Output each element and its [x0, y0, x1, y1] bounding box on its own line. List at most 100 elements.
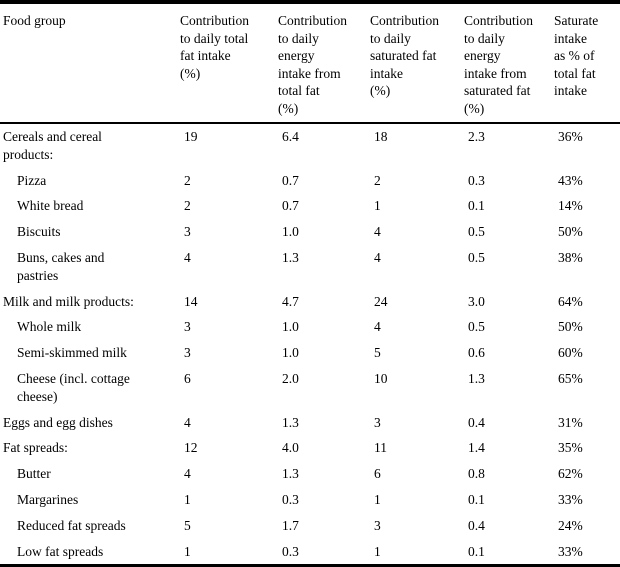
cell-saturate-share: 65% — [558, 370, 583, 386]
cell-saturate-share: 60% — [558, 345, 583, 361]
cell-energy-saturated-fat: 0.1 — [468, 543, 485, 559]
cell-food-group: Fat spreads: — [3, 440, 68, 456]
cell-energy-saturated-fat: 0.5 — [468, 224, 485, 240]
cell-energy-total-fat: 1.3 — [282, 466, 299, 482]
cell-saturated-fat: 10 — [374, 370, 388, 386]
table-row-buns-cakes-pastries: Buns, cakes and pastries 4 1.3 4 0.5 38% — [0, 245, 620, 289]
cell-energy-total-fat: 1.3 — [282, 414, 299, 430]
cell-total-fat: 14 — [184, 293, 198, 309]
table-row-margarines: Margarines 1 0.3 1 0.1 33% — [0, 487, 620, 513]
cell-food-group: Cheese (incl. cottage cheese) — [17, 370, 130, 404]
cell-energy-total-fat: 1.3 — [282, 249, 299, 265]
cell-saturate-share: 50% — [558, 224, 583, 240]
cell-saturated-fat: 5 — [374, 345, 381, 361]
column-header-energy-from-total-fat: Contribution to daily energy intake from… — [278, 2, 370, 124]
table-row-low-fat-spreads: Low fat spreads 1 0.3 1 0.1 33% — [0, 539, 620, 567]
cell-saturate-share: 33% — [558, 543, 583, 559]
cell-saturate-share: 31% — [558, 414, 583, 430]
cell-energy-total-fat: 0.7 — [282, 172, 299, 188]
cell-energy-saturated-fat: 0.1 — [468, 491, 485, 507]
cell-energy-total-fat: 4.7 — [282, 293, 299, 309]
header-row: Food group Contribution to daily total f… — [0, 2, 620, 124]
cell-energy-total-fat: 1.0 — [282, 224, 299, 240]
cell-saturated-fat: 3 — [374, 517, 381, 533]
cell-saturated-fat: 1 — [374, 543, 381, 559]
cell-saturated-fat: 1 — [374, 198, 381, 214]
column-header-saturate-share: Saturate intake as % of total fat intake — [554, 2, 620, 124]
table-row-biscuits: Biscuits 3 1.0 4 0.5 50% — [0, 219, 620, 245]
cell-energy-saturated-fat: 0.4 — [468, 414, 485, 430]
cell-saturate-share: 33% — [558, 491, 583, 507]
cell-saturated-fat: 6 — [374, 466, 381, 482]
cell-energy-total-fat: 0.3 — [282, 491, 299, 507]
cell-food-group: Low fat spreads — [17, 543, 104, 559]
column-header-saturated-fat-contribution: Contribution to daily saturated fat inta… — [370, 2, 464, 124]
cell-food-group: Biscuits — [17, 224, 61, 240]
cell-energy-saturated-fat: 2.3 — [468, 129, 485, 144]
cell-saturate-share: 35% — [558, 440, 583, 456]
cell-saturate-share: 14% — [558, 198, 583, 214]
column-header-energy-from-saturated-fat: Contribution to daily energy intake from… — [464, 2, 554, 124]
cell-total-fat: 12 — [184, 440, 198, 456]
cell-energy-saturated-fat: 0.5 — [468, 319, 485, 335]
cell-total-fat: 2 — [184, 172, 191, 188]
cell-food-group: Butter — [17, 466, 51, 482]
table-row-whole-milk: Whole milk 3 1.0 4 0.5 50% — [0, 314, 620, 340]
cell-food-group: Buns, cakes and pastries — [17, 249, 105, 283]
cell-food-group: Milk and milk products: — [3, 293, 134, 309]
cell-total-fat: 4 — [184, 249, 191, 265]
cell-total-fat: 2 — [184, 198, 191, 214]
cell-energy-total-fat: 4.0 — [282, 440, 299, 456]
cell-energy-total-fat: 0.7 — [282, 198, 299, 214]
cell-saturate-share: 64% — [558, 293, 583, 309]
cell-saturate-share: 43% — [558, 172, 583, 188]
cell-saturated-fat: 11 — [374, 440, 387, 456]
cell-food-group: Whole milk — [17, 319, 82, 335]
cell-saturated-fat: 4 — [374, 224, 381, 240]
cell-total-fat: 6 — [184, 370, 191, 386]
cell-energy-total-fat: 6.4 — [282, 129, 299, 144]
cell-total-fat: 3 — [184, 224, 191, 240]
table-row-white-bread: White bread 2 0.7 1 0.1 14% — [0, 193, 620, 219]
cell-total-fat: 1 — [184, 543, 191, 559]
table-row-eggs: Eggs and egg dishes 4 1.3 3 0.4 31% — [0, 410, 620, 436]
cell-food-group: Reduced fat spreads — [17, 517, 126, 533]
table-row-milk-products: Milk and milk products: 14 4.7 24 3.0 64… — [0, 289, 620, 315]
table-row-cereals: Cereals and cereal products: 19 6.4 18 2… — [0, 123, 620, 168]
cell-saturated-fat: 4 — [374, 249, 381, 265]
table-row-pizza: Pizza 2 0.7 2 0.3 43% — [0, 168, 620, 194]
cell-total-fat: 3 — [184, 345, 191, 361]
cell-total-fat: 3 — [184, 319, 191, 335]
table-row-butter: Butter 4 1.3 6 0.8 62% — [0, 461, 620, 487]
cell-total-fat: 5 — [184, 517, 191, 533]
table-row-cheese: Cheese (incl. cottage cheese) 6 2.0 10 1… — [0, 366, 620, 410]
column-header-food-group: Food group — [0, 2, 180, 124]
cell-saturate-share: 50% — [558, 319, 583, 335]
cell-total-fat: 19 — [184, 129, 198, 144]
cell-saturated-fat: 1 — [374, 491, 381, 507]
cell-saturated-fat: 18 — [374, 129, 388, 144]
cell-energy-saturated-fat: 1.4 — [468, 440, 485, 456]
cell-saturate-share: 38% — [558, 249, 583, 265]
cell-food-group: Eggs and egg dishes — [3, 414, 113, 430]
cell-total-fat: 4 — [184, 466, 191, 482]
table-row-semi-skimmed-milk: Semi-skimmed milk 3 1.0 5 0.6 60% — [0, 340, 620, 366]
cell-energy-total-fat: 1.0 — [282, 319, 299, 335]
cell-saturated-fat: 2 — [374, 172, 381, 188]
cell-food-group: White bread — [17, 198, 84, 214]
cell-energy-total-fat: 0.3 — [282, 543, 299, 559]
cell-energy-saturated-fat: 0.8 — [468, 466, 485, 482]
cell-energy-saturated-fat: 0.4 — [468, 517, 485, 533]
cell-saturate-share: 24% — [558, 517, 583, 533]
cell-saturate-share: 36% — [558, 129, 583, 144]
cell-saturated-fat: 4 — [374, 319, 381, 335]
cell-food-group: Margarines — [17, 491, 79, 507]
cell-energy-saturated-fat: 3.0 — [468, 293, 485, 309]
cell-saturated-fat: 24 — [374, 293, 388, 309]
table-body: Cereals and cereal products: 19 6.4 18 2… — [0, 123, 620, 566]
cell-energy-total-fat: 1.0 — [282, 345, 299, 361]
cell-energy-saturated-fat: 1.3 — [468, 370, 485, 386]
cell-food-group: Pizza — [17, 172, 47, 188]
